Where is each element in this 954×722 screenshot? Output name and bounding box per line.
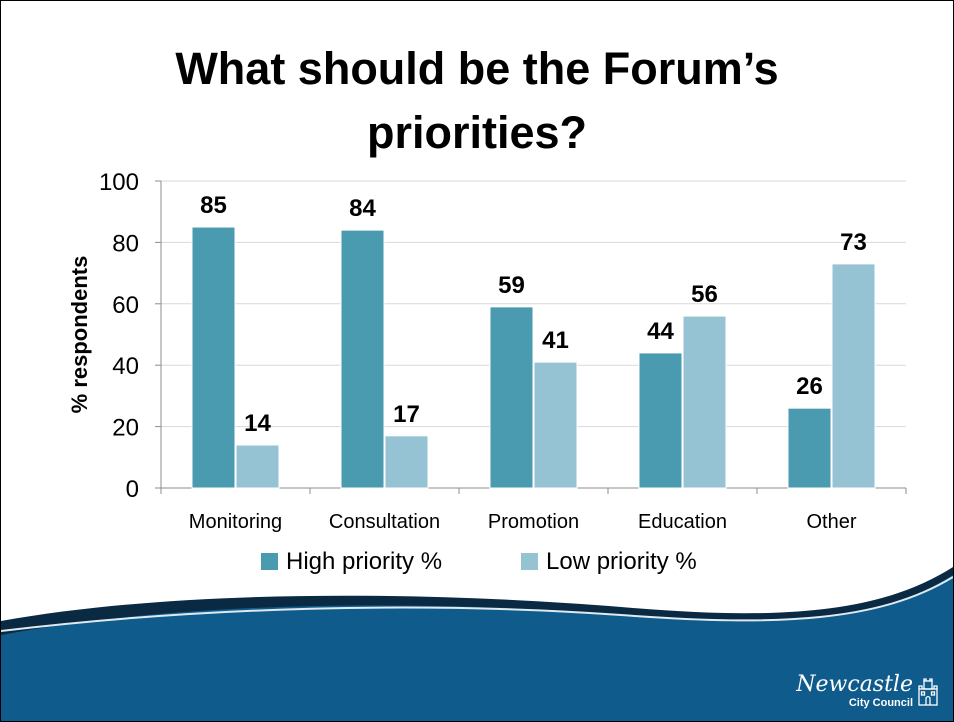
data-label: 14: [244, 410, 271, 437]
footer-band: [1, 567, 953, 721]
castle-icon: [918, 678, 938, 706]
bar: [533, 361, 578, 489]
data-label: 85: [200, 192, 227, 219]
x-tick-label: Promotion: [488, 511, 579, 533]
bar: [787, 407, 832, 489]
data-label: 56: [691, 281, 718, 308]
bar: [831, 263, 876, 489]
y-tick-label: 20: [112, 415, 139, 442]
bar: [638, 352, 683, 489]
data-label: 41: [542, 327, 569, 354]
legend-swatch: [521, 553, 538, 570]
legend-label: Low priority %: [546, 548, 697, 575]
data-label: 26: [796, 373, 823, 400]
slide-title: What should be the Forum’s priorities?: [1, 37, 953, 165]
y-tick-label: 60: [112, 292, 139, 319]
newcastle-logo: Newcastle City Council: [796, 674, 939, 709]
bar: [489, 306, 534, 489]
data-label: 59: [498, 272, 525, 299]
data-label: 73: [840, 229, 867, 256]
title-line-2: priorities?: [366, 107, 588, 158]
x-tick-label: Education: [638, 511, 727, 533]
bar: [340, 229, 385, 489]
y-tick-label: 40: [112, 353, 139, 380]
y-tick-label: 80: [112, 230, 139, 257]
bar: [384, 435, 429, 489]
bar: [235, 444, 280, 489]
x-tick-label: Monitoring: [189, 511, 282, 533]
data-label: 17: [393, 401, 420, 428]
bar: [191, 226, 236, 489]
data-label: 84: [349, 195, 376, 222]
y-tick-label: 0: [126, 476, 139, 503]
x-tick-label: Consultation: [329, 511, 440, 533]
data-label: 44: [647, 318, 674, 345]
bar: [682, 315, 727, 489]
legend-swatch: [261, 553, 278, 570]
legend-label: High priority %: [286, 548, 442, 575]
logo-name: Newcastle: [796, 672, 913, 697]
y-axis-title: % respondents: [67, 256, 92, 414]
x-tick-label: Other: [806, 511, 856, 533]
logo-subtitle: City Council: [848, 697, 913, 709]
y-tick-label: 100: [99, 169, 139, 196]
bar-chart: 0 20 40 60 80 100 % respondents 85 14 Monitoring 8…: [67, 169, 907, 575]
title-line-1: What should be the Forum’s: [175, 43, 779, 94]
